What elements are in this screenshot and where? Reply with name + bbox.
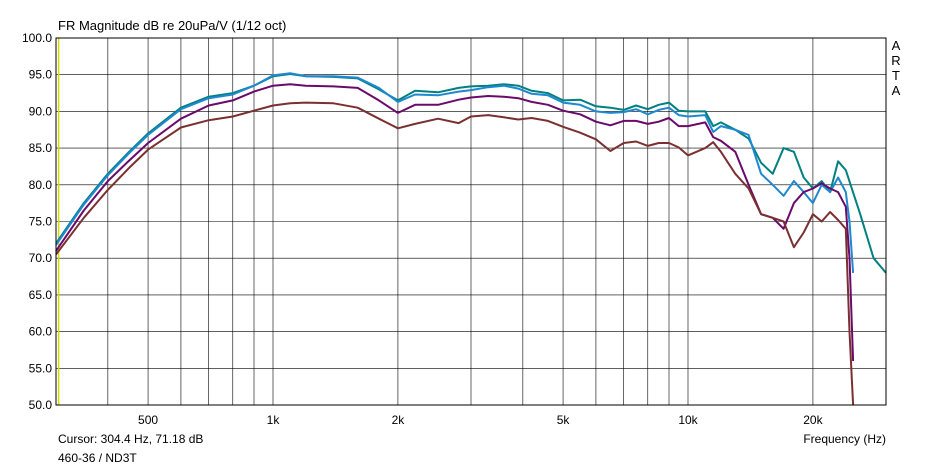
y-tick-label: 90.0: [29, 104, 53, 118]
cursor-readout: Cursor: 304.4 Hz, 71.18 dB: [58, 432, 204, 446]
x-tick-label: 2k: [392, 413, 406, 427]
y-tick-label: 80.0: [29, 178, 53, 192]
measurement-description: 460-36 / ND3T: [58, 451, 137, 465]
y-tick-label: 65.0: [29, 288, 53, 302]
brand-letter: A: [891, 38, 901, 53]
chart-grid: [55, 37, 887, 406]
x-tick-label: 20k: [803, 413, 823, 427]
brand-letter: T: [892, 68, 900, 83]
x-axis-label: Frequency (Hz): [803, 432, 886, 446]
y-tick-label: 60.0: [29, 325, 53, 339]
series-line: [55, 83, 855, 362]
x-tick-label: 500: [138, 413, 158, 427]
brand-letter: A: [891, 83, 901, 98]
y-tick-label: 85.0: [29, 141, 53, 155]
brand-letter: R: [891, 53, 901, 68]
x-axis-ticks: 500 1k 2k 5k 10k 20k: [138, 413, 824, 427]
arta-brand-label: A R T A: [890, 38, 902, 98]
x-tick-label: 5k: [557, 413, 571, 427]
y-tick-label: 70.0: [29, 251, 53, 265]
y-tick-label: 75.0: [29, 215, 53, 229]
series-line: [55, 72, 855, 273]
y-axis-ticks: 50.0 55.0 60.0 65.0 70.0 75.0 80.0 85.0 90.0 95.0…: [22, 31, 52, 412]
y-tick-label: 100.0: [22, 31, 52, 45]
chart-title: FR Magnitude dB re 20uPa/V (1/12 oct): [58, 18, 287, 33]
response-curves: [55, 38, 887, 406]
y-tick-label: 50.0: [29, 398, 53, 412]
y-tick-label: 55.0: [29, 361, 53, 375]
plot-frame: [55, 37, 887, 406]
y-tick-label: 95.0: [29, 68, 53, 82]
x-tick-label: 10k: [678, 413, 698, 427]
series-line: [55, 101, 855, 406]
x-tick-label: 1k: [267, 413, 281, 427]
